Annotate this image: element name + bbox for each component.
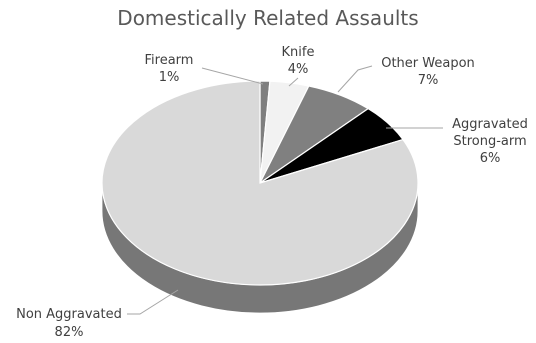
leader-line-firearm xyxy=(201,67,264,85)
leader-line-non-aggravated xyxy=(127,289,179,315)
data-label-value-non-aggravated: 82% xyxy=(55,325,84,340)
leader-line-other-weapon xyxy=(337,65,373,93)
data-label-value-knife: 4% xyxy=(288,62,309,77)
data-label-value-other-weapon: 7% xyxy=(418,73,439,88)
data-label-name-knife: Knife xyxy=(282,45,315,60)
data-label-name-other-weapon: Other Weapon xyxy=(381,56,475,71)
data-label-name-non-aggravated: Non Aggravated xyxy=(16,307,122,322)
data-label-value-aggravated-strong-arm: 6% xyxy=(480,151,501,166)
data-label-name-aggravated-strong-arm: Aggravated xyxy=(452,117,528,132)
leader-line-knife xyxy=(288,77,299,87)
data-label-name-firearm: Firearm xyxy=(145,53,194,68)
data-label-value-firearm: 1% xyxy=(159,70,180,85)
data-label-name-aggravated-strong-arm: Strong-arm xyxy=(453,134,526,149)
pie-slice-non-aggravated xyxy=(101,80,419,286)
chart-title: Domestically Related Assaults xyxy=(117,6,419,30)
